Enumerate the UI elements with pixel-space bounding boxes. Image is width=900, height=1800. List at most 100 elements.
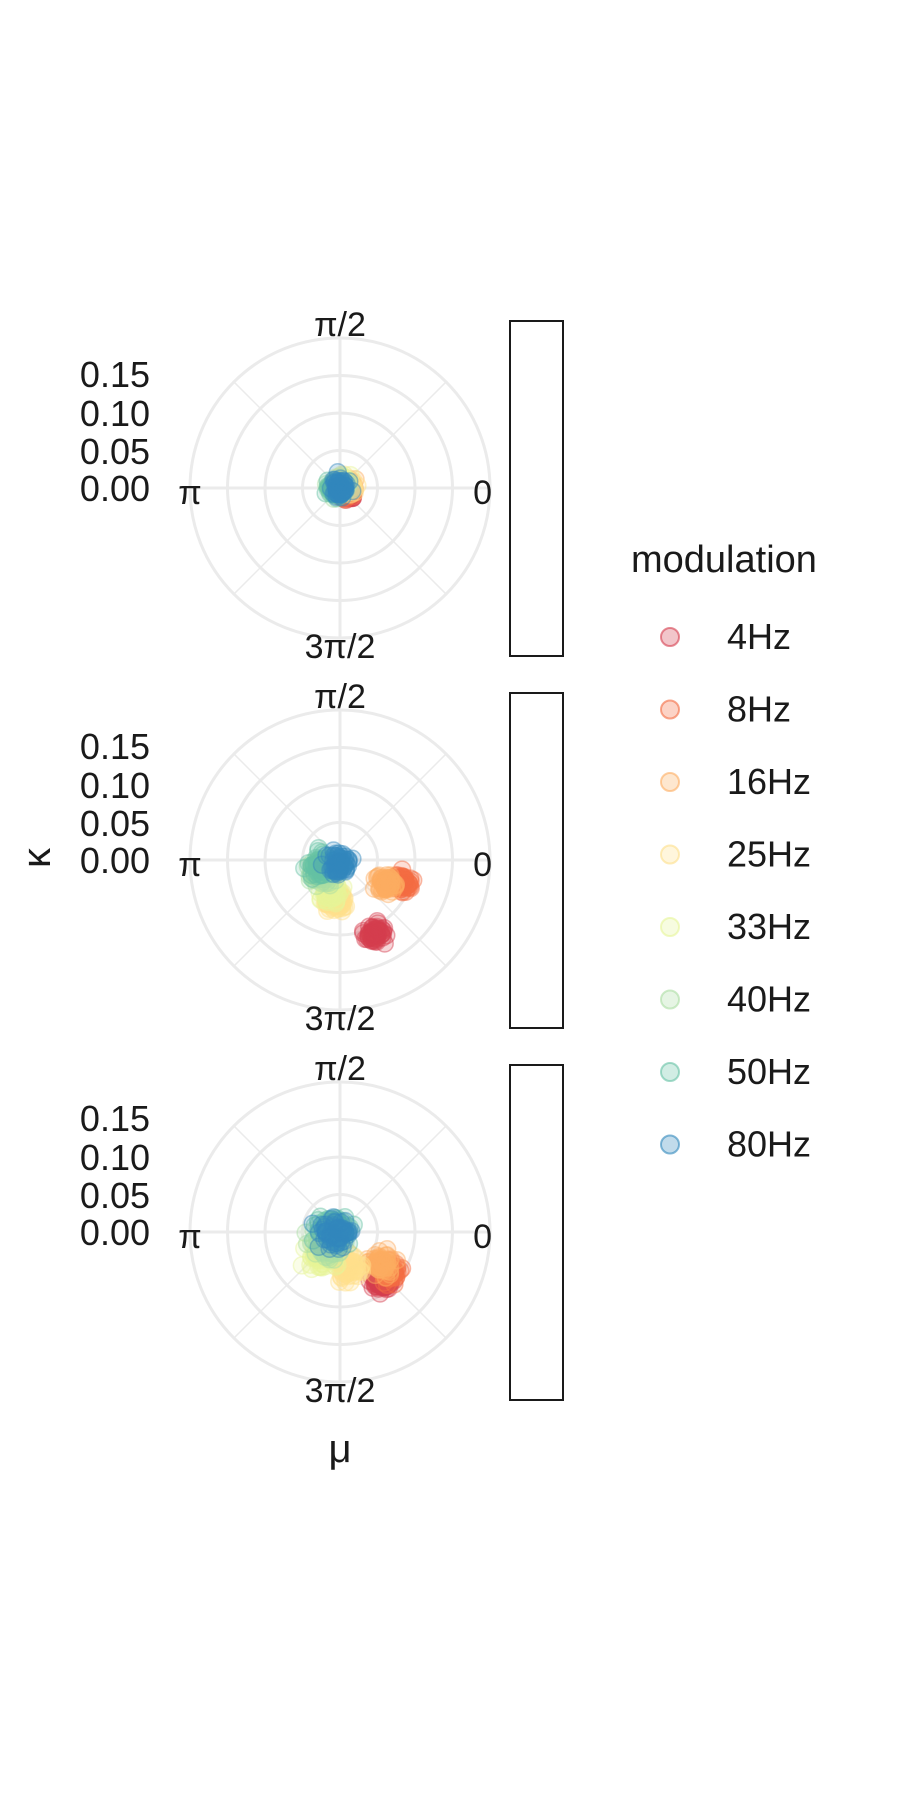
point-33Hz <box>333 478 353 497</box>
point-16Hz <box>333 468 352 488</box>
point-40Hz <box>302 859 321 878</box>
point-8Hz <box>334 484 354 503</box>
point-80Hz <box>331 479 350 498</box>
point-33Hz <box>333 474 352 494</box>
point-8Hz <box>343 486 362 506</box>
point-16Hz <box>384 872 403 892</box>
point-80Hz <box>328 484 348 504</box>
point-33Hz <box>333 467 352 486</box>
point-16Hz <box>333 475 352 495</box>
point-16Hz <box>380 878 399 897</box>
point-16Hz <box>336 476 355 495</box>
point-40Hz <box>322 481 342 501</box>
point-8Hz <box>400 875 419 894</box>
point-25Hz <box>317 893 336 913</box>
point-40Hz <box>322 483 342 502</box>
point-33Hz <box>328 468 348 487</box>
point-33Hz <box>324 888 344 907</box>
point-25Hz <box>341 478 361 498</box>
point-33Hz <box>336 478 356 497</box>
angle-tick-label: π <box>178 846 201 884</box>
point-80Hz <box>327 481 347 500</box>
point-16Hz <box>333 477 353 496</box>
points <box>295 839 423 953</box>
angle-tick-label: π/2 <box>314 306 366 344</box>
point-16Hz <box>337 479 356 498</box>
point-50Hz <box>326 485 346 504</box>
point-40Hz <box>320 479 340 498</box>
point-80Hz <box>330 476 350 496</box>
point-25Hz <box>323 891 342 911</box>
point-4Hz <box>361 927 381 947</box>
point-25Hz <box>316 892 336 911</box>
point-50Hz <box>330 479 349 498</box>
point-33Hz <box>336 482 356 501</box>
grid-spoke <box>339 487 447 595</box>
point-16Hz <box>336 472 355 492</box>
point-33Hz <box>320 878 340 898</box>
point-25Hz <box>341 479 360 499</box>
point-4Hz <box>363 922 382 941</box>
point-8Hz <box>391 875 410 895</box>
point-25Hz <box>328 478 347 497</box>
point-16Hz <box>376 874 395 893</box>
point-4Hz <box>375 934 394 953</box>
point-50Hz <box>325 482 345 501</box>
legend-key-80Hz <box>660 1134 680 1155</box>
point-4Hz <box>367 919 387 938</box>
point-16Hz <box>339 475 358 495</box>
point-25Hz <box>326 890 345 910</box>
point-40Hz <box>315 868 334 887</box>
point-80Hz <box>328 479 348 499</box>
point-8Hz <box>336 486 355 506</box>
point-25Hz <box>335 476 355 495</box>
point-16Hz <box>343 475 362 494</box>
point-80Hz <box>325 473 344 493</box>
point-4Hz <box>337 481 356 501</box>
point-8Hz <box>339 485 358 504</box>
point-25Hz <box>340 474 359 493</box>
point-8Hz <box>393 882 412 902</box>
point-40Hz <box>326 478 345 498</box>
point-8Hz <box>338 482 358 502</box>
point-16Hz <box>365 869 384 888</box>
point-8Hz <box>391 877 410 897</box>
point-25Hz <box>342 476 361 495</box>
point-16Hz <box>339 484 359 504</box>
point-33Hz <box>326 893 346 913</box>
legend-label-4Hz: 4Hz <box>727 616 791 657</box>
point-50Hz <box>326 475 346 494</box>
point-80Hz <box>327 474 346 493</box>
point-50Hz <box>322 479 342 498</box>
point-25Hz <box>341 476 361 496</box>
point-33Hz <box>324 881 343 901</box>
point-16Hz <box>337 479 357 499</box>
point-8Hz <box>342 478 362 498</box>
point-4Hz <box>367 920 387 940</box>
strip-box <box>509 1064 564 1401</box>
point-4Hz <box>335 483 354 502</box>
point-8Hz <box>397 876 417 895</box>
point-4Hz <box>365 932 385 951</box>
point-16Hz <box>385 878 405 897</box>
point-16Hz <box>332 472 352 491</box>
point-33Hz <box>324 883 344 903</box>
point-33Hz <box>319 881 339 901</box>
point-25Hz <box>343 476 362 495</box>
point-8Hz <box>331 476 350 496</box>
point-4Hz <box>341 482 360 502</box>
point-8Hz <box>395 867 414 887</box>
point-16Hz <box>331 473 351 493</box>
point-40Hz <box>330 483 350 502</box>
point-25Hz <box>338 480 357 499</box>
point-16Hz <box>380 876 400 896</box>
point-40Hz <box>298 857 318 876</box>
point-8Hz <box>341 478 361 497</box>
point-33Hz <box>325 878 344 897</box>
point-16Hz <box>378 873 397 892</box>
point-33Hz <box>327 473 347 493</box>
point-4Hz <box>373 921 393 940</box>
point-80Hz <box>335 476 355 496</box>
strip-box <box>509 692 564 1029</box>
point-40Hz <box>323 480 343 500</box>
